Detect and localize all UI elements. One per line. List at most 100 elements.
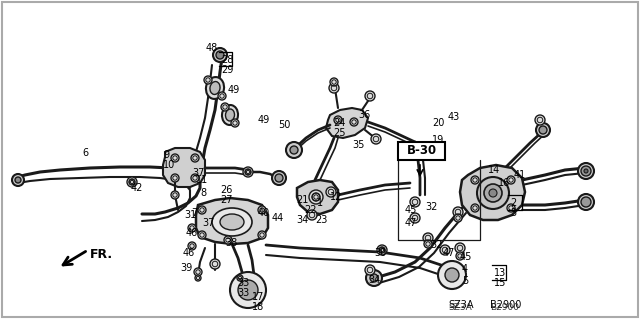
- Ellipse shape: [206, 77, 224, 99]
- Circle shape: [127, 177, 137, 187]
- Circle shape: [440, 245, 450, 255]
- Text: 41: 41: [514, 170, 526, 180]
- Circle shape: [454, 214, 462, 222]
- Polygon shape: [326, 108, 368, 138]
- Text: 9: 9: [163, 150, 169, 160]
- Circle shape: [309, 190, 323, 204]
- Text: 43: 43: [448, 112, 460, 122]
- Circle shape: [129, 179, 135, 185]
- Text: 16: 16: [498, 178, 510, 188]
- Text: 32: 32: [425, 202, 437, 212]
- Text: 45: 45: [460, 252, 472, 262]
- Circle shape: [584, 169, 588, 173]
- Text: 7: 7: [191, 208, 197, 218]
- Text: 3: 3: [510, 208, 516, 218]
- Text: 39: 39: [180, 263, 192, 273]
- Circle shape: [471, 204, 479, 212]
- Circle shape: [329, 83, 339, 93]
- Circle shape: [507, 204, 515, 212]
- Circle shape: [535, 115, 545, 125]
- Circle shape: [171, 154, 179, 162]
- Circle shape: [12, 174, 24, 186]
- Circle shape: [453, 207, 463, 217]
- Circle shape: [489, 189, 497, 197]
- Text: B2900: B2900: [490, 300, 522, 310]
- Text: SZ3A: SZ3A: [448, 300, 474, 310]
- Text: 34: 34: [296, 215, 308, 225]
- Text: 5: 5: [462, 276, 468, 286]
- Text: 10: 10: [163, 160, 175, 170]
- Circle shape: [188, 242, 196, 250]
- Text: 49: 49: [258, 115, 270, 125]
- Text: 37: 37: [202, 218, 214, 228]
- Text: 36: 36: [358, 110, 371, 120]
- Circle shape: [198, 231, 206, 239]
- Circle shape: [484, 184, 502, 202]
- Circle shape: [445, 268, 459, 282]
- Text: SZ3A: SZ3A: [448, 303, 472, 312]
- Circle shape: [365, 265, 375, 275]
- Circle shape: [224, 236, 232, 244]
- Text: 1: 1: [317, 198, 323, 208]
- Text: 8: 8: [200, 188, 206, 198]
- Circle shape: [210, 259, 220, 269]
- Circle shape: [237, 275, 243, 281]
- Text: 46: 46: [183, 248, 195, 258]
- Ellipse shape: [212, 208, 252, 236]
- Circle shape: [231, 119, 239, 127]
- Text: 4: 4: [462, 264, 468, 274]
- Text: 23: 23: [315, 215, 328, 225]
- Text: 11: 11: [196, 175, 208, 185]
- Text: 17: 17: [252, 292, 264, 302]
- Polygon shape: [163, 148, 205, 187]
- Text: 50: 50: [278, 120, 291, 130]
- Circle shape: [307, 210, 317, 220]
- Text: 33: 33: [237, 288, 249, 298]
- Circle shape: [370, 274, 378, 282]
- Text: 2: 2: [510, 198, 516, 208]
- Circle shape: [365, 91, 375, 101]
- Bar: [398, 142, 445, 160]
- Circle shape: [191, 174, 199, 182]
- Ellipse shape: [225, 109, 234, 121]
- Circle shape: [456, 252, 464, 260]
- Circle shape: [410, 197, 420, 207]
- Circle shape: [198, 206, 206, 214]
- Text: 26: 26: [220, 185, 232, 195]
- Circle shape: [272, 171, 286, 185]
- Circle shape: [243, 167, 253, 177]
- Circle shape: [188, 224, 196, 232]
- Ellipse shape: [222, 105, 238, 125]
- Circle shape: [286, 142, 302, 158]
- Text: 45: 45: [405, 205, 417, 215]
- Circle shape: [424, 240, 432, 248]
- Circle shape: [423, 233, 433, 243]
- Text: 40: 40: [258, 208, 270, 218]
- Circle shape: [171, 191, 179, 199]
- Ellipse shape: [210, 82, 220, 94]
- Polygon shape: [297, 180, 338, 214]
- Text: 20: 20: [432, 118, 444, 128]
- Circle shape: [326, 187, 336, 197]
- Text: 12: 12: [330, 192, 342, 202]
- Circle shape: [507, 176, 515, 184]
- Circle shape: [312, 193, 320, 201]
- Circle shape: [238, 280, 258, 300]
- Text: 31: 31: [184, 210, 196, 220]
- Text: 24: 24: [333, 118, 346, 128]
- Text: 14: 14: [488, 165, 500, 175]
- Circle shape: [379, 247, 385, 253]
- Circle shape: [410, 213, 420, 223]
- Circle shape: [230, 272, 266, 308]
- Polygon shape: [460, 165, 525, 220]
- Text: 37: 37: [192, 168, 204, 178]
- Circle shape: [204, 76, 212, 84]
- Text: 44: 44: [272, 213, 284, 223]
- Circle shape: [350, 118, 358, 126]
- Circle shape: [275, 174, 283, 182]
- Text: 35: 35: [352, 140, 364, 150]
- Circle shape: [438, 261, 466, 289]
- Text: 13: 13: [494, 268, 506, 278]
- Text: FR.: FR.: [90, 248, 113, 261]
- Text: 47: 47: [405, 218, 417, 228]
